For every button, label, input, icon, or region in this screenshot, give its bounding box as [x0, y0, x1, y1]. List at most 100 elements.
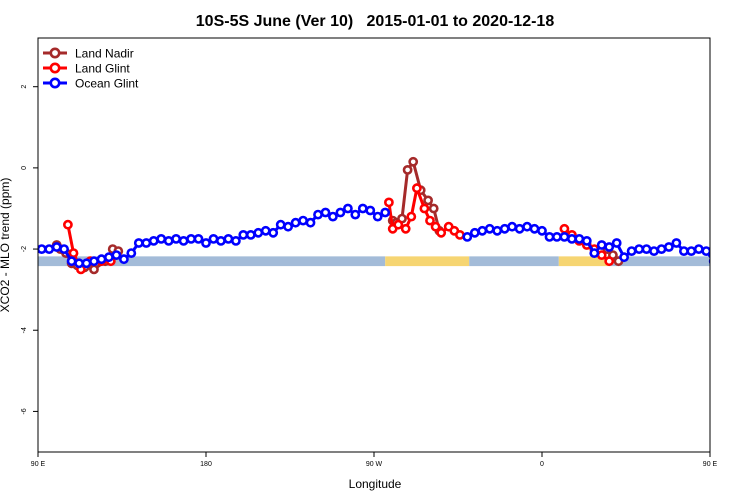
data-point-land-nadir: [740, 260, 747, 267]
data-point-ocean-glint: [201, 238, 211, 248]
series-layer: [38, 156, 750, 275]
data-point-ocean-glint: [342, 203, 353, 214]
data-point-ocean-glint: [469, 227, 480, 238]
data-point-ocean-glint: [733, 258, 740, 265]
data-point-ocean-glint: [89, 256, 99, 267]
data-point-ocean-glint: [44, 244, 55, 254]
chart-title: 10S-5S June (Ver 10) 2015-01-01 to 2020-…: [196, 13, 555, 30]
data-point-ocean-glint: [245, 229, 256, 240]
data-point-ocean-glint: [477, 225, 488, 236]
surface-band: [38, 256, 710, 267]
data-point-land-nadir: [746, 262, 750, 269]
data-point-ocean-glint: [96, 254, 107, 265]
y-tick-label: -4: [21, 327, 28, 333]
data-point-ocean-glint: [327, 211, 338, 222]
data-point-land-glint: [604, 256, 615, 267]
x-tick-label: 180: [200, 461, 212, 468]
data-point-ocean-glint: [507, 221, 517, 232]
data-point-land-glint: [393, 219, 404, 230]
data-point-land-glint: [596, 250, 607, 260]
data-point-land-glint: [742, 250, 749, 257]
data-point-land-glint: [400, 223, 411, 234]
data-point-ocean-glint: [740, 256, 747, 263]
data-point-ocean-glint: [230, 235, 241, 246]
data-point-ocean-glint: [320, 207, 331, 218]
data-point-ocean-glint: [686, 246, 697, 256]
data-point-ocean-glint: [208, 233, 219, 244]
data-point-land-glint: [436, 227, 447, 238]
data-point-ocean-glint: [365, 205, 376, 216]
data-point-ocean-glint: [372, 211, 383, 222]
y-tick-label: 0: [21, 166, 28, 170]
x-tick-label: 90 E: [31, 461, 46, 468]
data-point-land-nadir: [408, 156, 419, 167]
data-point-ocean-glint: [574, 233, 585, 244]
data-point-ocean-glint: [260, 225, 271, 236]
data-point-land-nadir: [428, 203, 439, 214]
y-axis: 2 0 -2 -4 -6: [21, 85, 38, 415]
legend-label: Land Nadir: [75, 47, 134, 61]
x-axis: 90 E 180 90 W 0 90 E: [31, 452, 718, 468]
data-point-ocean-glint: [305, 217, 316, 228]
data-point-ocean-glint: [604, 242, 615, 252]
data-point-land-nadir: [89, 264, 99, 275]
data-point-ocean-glint: [313, 209, 323, 220]
data-point-ocean-glint: [708, 258, 710, 265]
data-point-land-nadir: [734, 250, 741, 257]
data-point-ocean-glint: [671, 238, 682, 248]
y-tick-label: 2: [21, 85, 28, 89]
data-point-land-nadir: [402, 164, 413, 175]
data-point-ocean-glint: [238, 229, 249, 240]
x-tick-label: 90 E: [703, 461, 718, 468]
data-point-ocean-glint: [350, 209, 361, 220]
data-point-land-glint: [68, 248, 79, 258]
data-point-ocean-glint: [133, 238, 144, 248]
data-point-ocean-glint: [596, 240, 607, 250]
data-point-land-glint: [406, 211, 417, 222]
data-point-ocean-glint: [283, 221, 293, 232]
data-point-land-glint: [559, 223, 570, 234]
data-point-ocean-glint: [335, 207, 346, 218]
y-axis-label: XCO2 - MLO trend (ppm): [0, 178, 12, 313]
series-ocean-glint: [38, 203, 747, 269]
data-point-ocean-glint: [626, 246, 637, 256]
data-point-land-nadir: [423, 195, 433, 206]
data-point-ocean-glint: [701, 246, 710, 256]
legend-item-land-glint: Land Glint: [43, 62, 130, 76]
x-axis-label: Longitude: [349, 477, 402, 491]
data-point-ocean-glint: [66, 256, 77, 267]
data-point-land-glint: [411, 183, 422, 194]
data-point-ocean-glint: [193, 233, 204, 244]
surface-band-segment-land: [558, 256, 610, 267]
data-point-ocean-glint: [104, 252, 114, 263]
y-tick-label: -6: [21, 408, 28, 414]
series-line-land-nadir: [729, 245, 750, 269]
data-point-ocean-glint: [119, 254, 129, 265]
data-point-land-glint: [430, 221, 441, 232]
data-point-ocean-glint: [148, 235, 159, 246]
surface-band-segment-ocean: [38, 256, 386, 267]
legend-label: Land Glint: [75, 62, 130, 76]
data-point-land-glint: [419, 203, 430, 214]
data-point-ocean-glint: [38, 244, 47, 254]
data-point-ocean-glint: [611, 238, 622, 248]
data-point-land-glint: [425, 215, 435, 226]
legend-marker: [49, 77, 61, 89]
surface-band-segment-ocean: [609, 256, 710, 267]
data-point-ocean-glint: [126, 248, 137, 258]
data-point-ocean-glint: [380, 207, 391, 218]
data-point-ocean-glint: [641, 244, 652, 254]
data-point-ocean-glint: [253, 227, 264, 238]
data-point-ocean-glint: [514, 223, 525, 234]
data-point-ocean-glint: [81, 258, 92, 269]
data-point-ocean-glint: [111, 250, 122, 260]
data-point-ocean-glint: [178, 235, 189, 246]
legend-marker: [49, 62, 61, 74]
data-point-land-glint: [736, 221, 743, 228]
data-point-ocean-glint: [357, 203, 368, 214]
data-point-ocean-glint: [725, 260, 732, 267]
data-point-ocean-glint: [462, 231, 473, 242]
data-point-ocean-glint: [59, 244, 69, 254]
